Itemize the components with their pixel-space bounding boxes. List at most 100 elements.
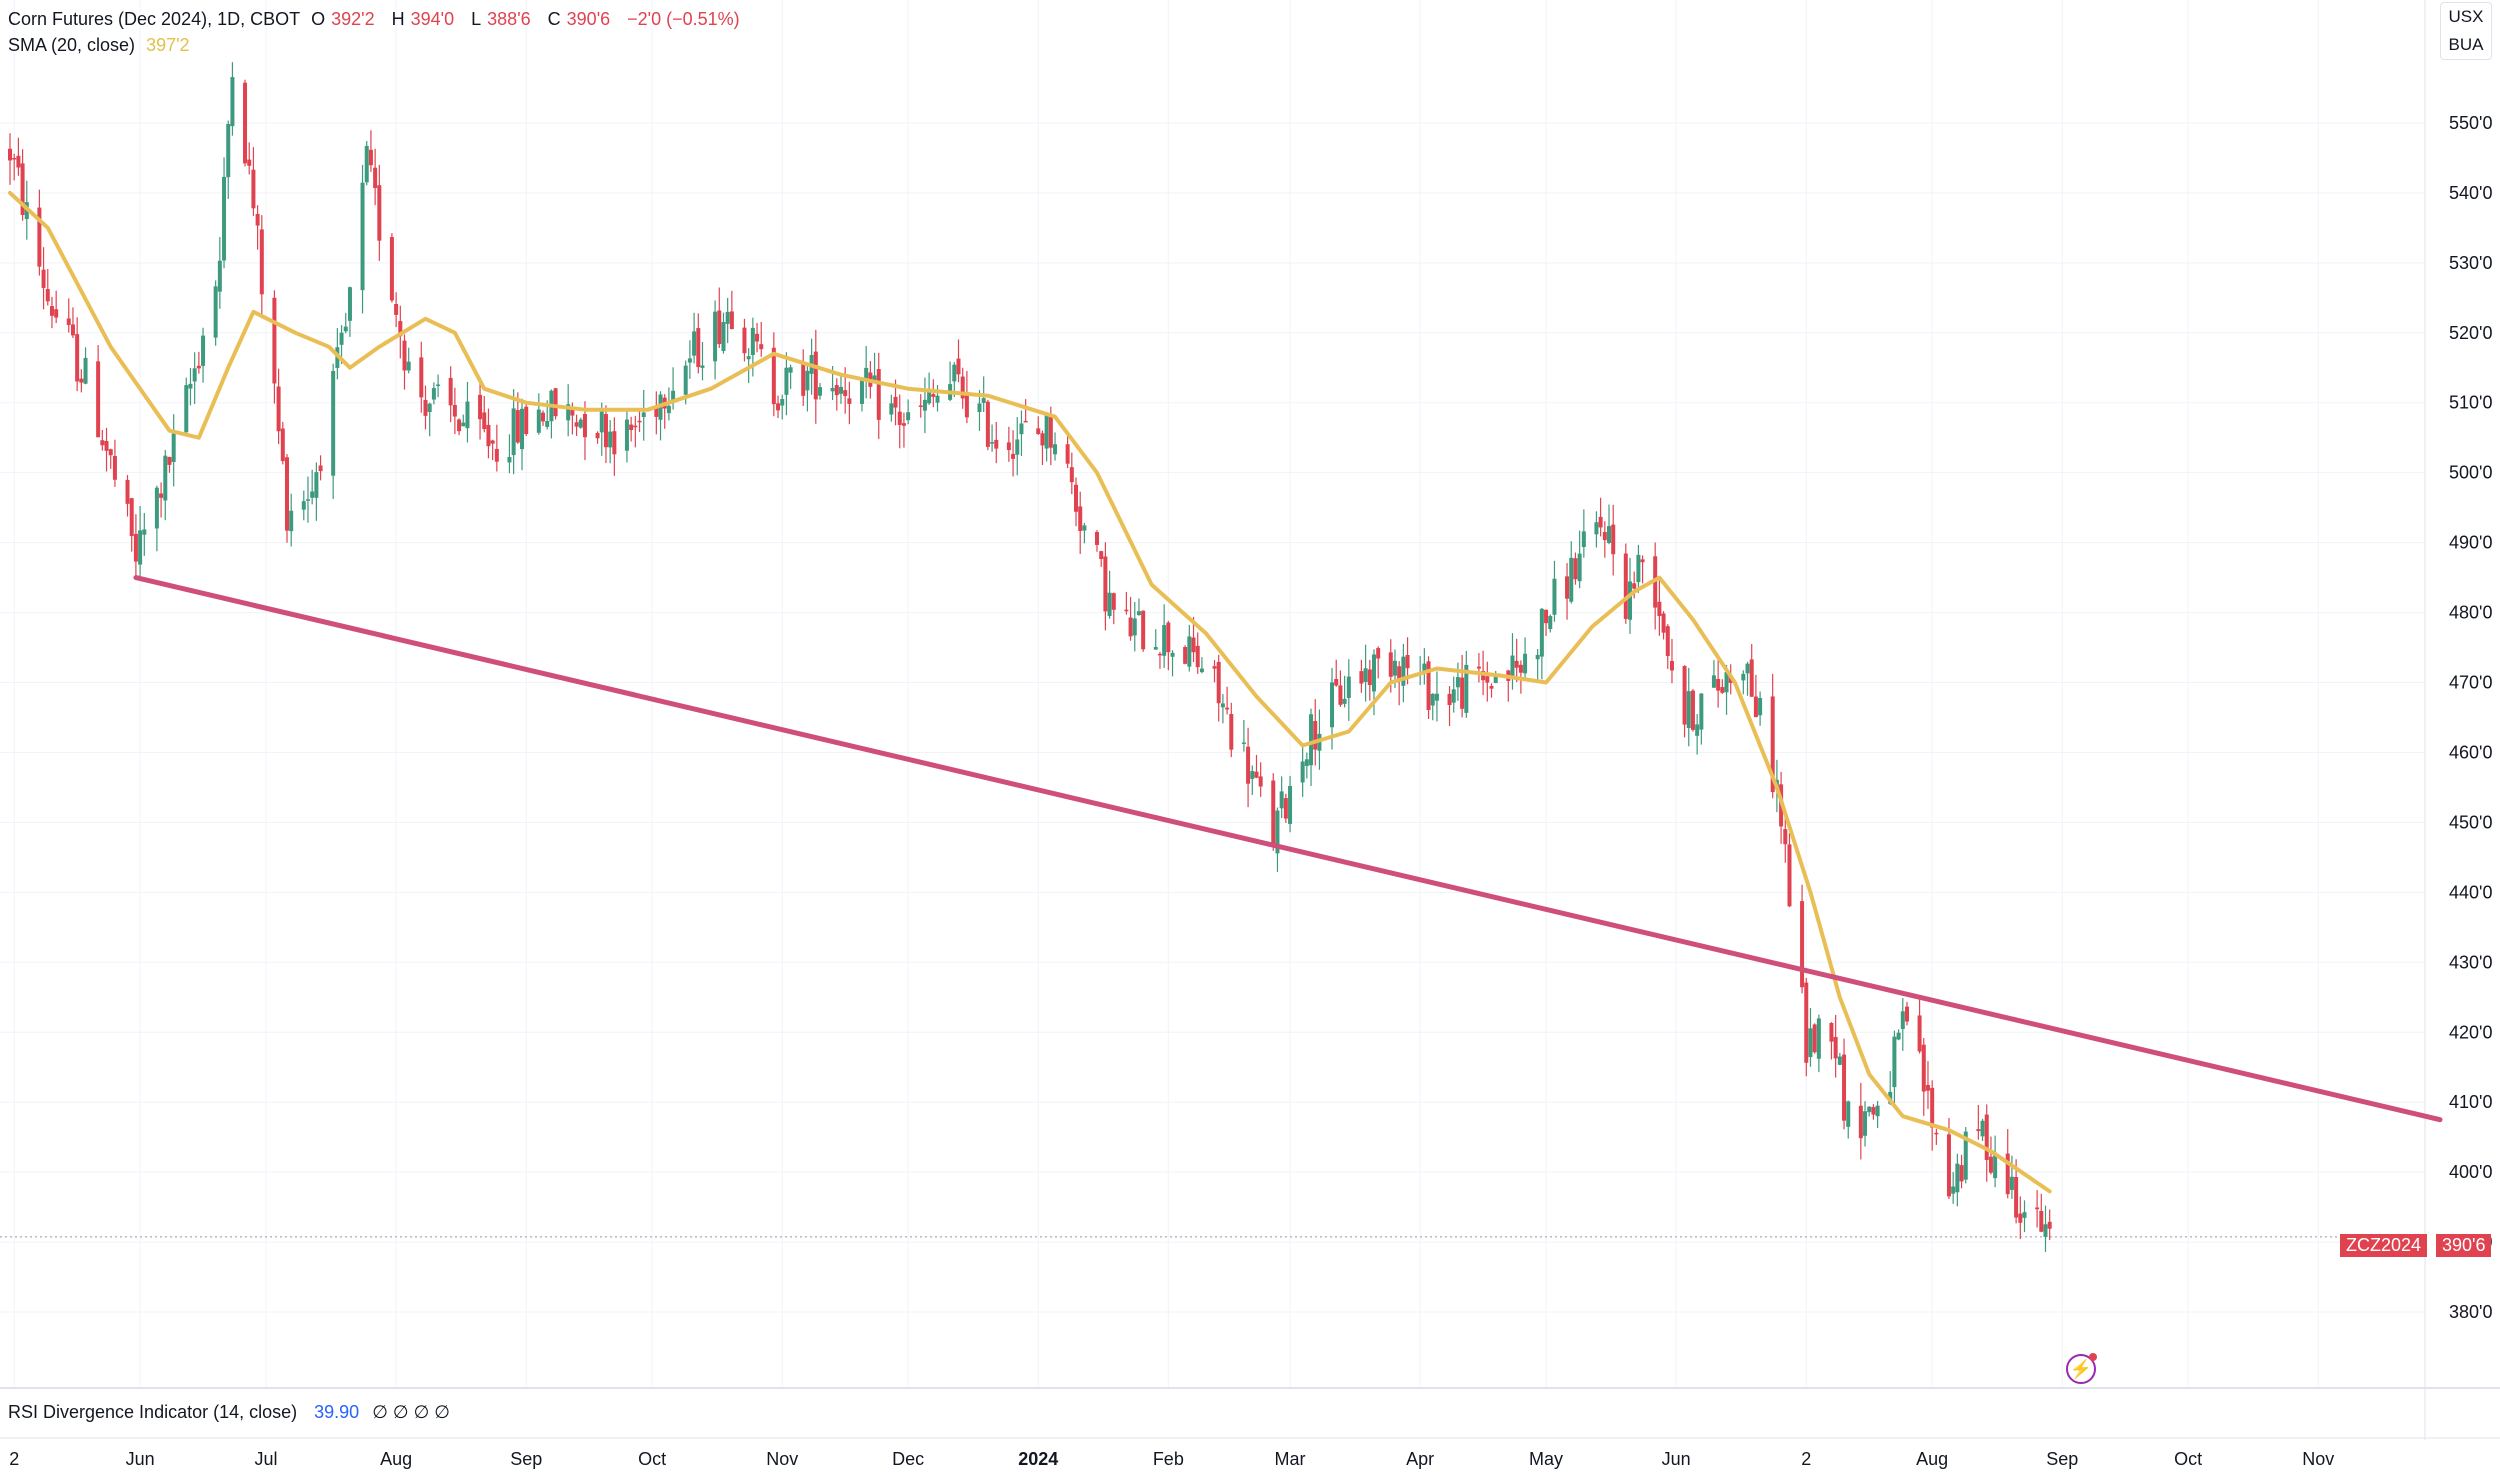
candle-body [1783,829,1788,845]
candle-body [343,326,348,332]
price-tick-label: 520'0 [2449,323,2492,343]
price-tick-label: 470'0 [2449,673,2492,693]
candle-body [553,388,558,417]
price-tick-label: 420'0 [2449,1022,2492,1042]
candle-body [1006,442,1011,451]
time-tick-label: 2 [1801,1449,1811,1469]
candle-body [1128,617,1133,637]
candle-body [1682,665,1687,725]
unit-selector[interactable]: USX BUA [2440,2,2492,60]
candle-body [1170,652,1175,657]
candle-body [1485,676,1490,683]
price-tick-label: 490'0 [2449,533,2492,553]
price-tick-label: 410'0 [2449,1092,2492,1112]
candle-body [54,309,59,318]
candle-body [1925,1084,1930,1091]
candle-body [1657,601,1662,616]
candle-body [927,390,932,404]
candle-body [1858,1105,1863,1139]
price-axis[interactable]: 380'0390'0400'0410'0420'0430'0440'0450'0… [2449,113,2492,1322]
candle-body [1015,439,1020,455]
candle-body [1955,1163,1960,1193]
candle-body [478,394,483,420]
candle-body [1455,677,1460,688]
time-tick-label: Feb [1153,1449,1184,1469]
candle-body [1800,901,1805,988]
candle-body [276,386,281,432]
candle-body [897,411,902,425]
candle-body [1074,484,1079,512]
low-value: 388'6 [487,9,531,29]
candle-body [1392,660,1397,676]
candle-body [1132,618,1137,636]
candle-body [100,440,105,446]
time-tick-label: Aug [380,1449,412,1469]
candle-body [931,394,936,397]
candle-body [133,533,138,562]
trendline-segment[interactable] [133,575,2443,1123]
candle-body [12,157,17,160]
rsi-legend: RSI Divergence Indicator (14, close) 39.… [8,1402,450,1423]
time-tick-label: Apr [1406,1449,1434,1469]
candle-body [1019,423,1024,435]
candle-body [1388,652,1393,677]
lightning-icon[interactable]: ⚡ [2066,1353,2097,1384]
grid [0,0,2425,1388]
candle-body [1199,668,1204,673]
candle-body [570,408,575,416]
candle-body [1187,636,1192,667]
candle-body [159,493,164,498]
time-tick-label: Dec [892,1449,924,1469]
candle-body [1124,609,1129,612]
candle-body [776,403,781,411]
price-tick-label: 530'0 [2449,253,2492,273]
candle-body [1489,685,1494,689]
candle-body [721,322,726,351]
candle-body [331,370,336,476]
candle-body [582,413,587,438]
candle-body [784,367,789,395]
price-tick-label: 380'0 [2449,1302,2492,1322]
candle-body [1078,506,1083,532]
candle-body [2009,1176,2014,1190]
time-tick-label: Jun [1662,1449,1691,1469]
candle-body [1548,616,1553,629]
close-label: C [547,9,561,29]
candle-body [713,311,718,362]
candle-body [1476,666,1481,669]
candle-body [1661,613,1666,633]
candle-body [284,457,289,531]
high-value: 394'0 [410,9,455,29]
candles [8,62,2052,1253]
candle-body [771,347,776,405]
candle-body [360,182,365,291]
candle-body [1581,531,1586,548]
candle-body [364,145,369,183]
price-tick-label: 440'0 [2449,882,2492,902]
candle-body [129,498,134,536]
candle-body [864,367,869,379]
time-axis[interactable]: 2 Jun Jul Aug Sep Oct Nov Dec 2024 Feb Mar Apr May Ju… [9,1449,2334,1469]
unit-label[interactable]: BUA [2448,35,2484,54]
price-tick-label: 430'0 [2449,952,2492,972]
currency-label[interactable]: USX [2448,7,2484,26]
candle-body [66,318,71,325]
candle-body [1636,554,1641,583]
candle-body [511,408,516,456]
close-value: 390'6 [566,9,611,29]
candle-body [746,356,751,360]
candle-body [536,409,541,433]
candle-body [436,384,441,387]
price-tick-label: 500'0 [2449,463,2492,483]
candle-body [1720,687,1725,693]
candle-body [398,321,403,337]
candle-body [8,148,12,161]
candle-body [1023,420,1028,423]
trendline[interactable] [133,575,2443,1123]
candle-body [1401,656,1406,686]
time-tick-label: Nov [766,1449,798,1469]
candle-body [289,510,294,532]
candle-body [167,456,172,465]
candle-body [1103,556,1108,612]
